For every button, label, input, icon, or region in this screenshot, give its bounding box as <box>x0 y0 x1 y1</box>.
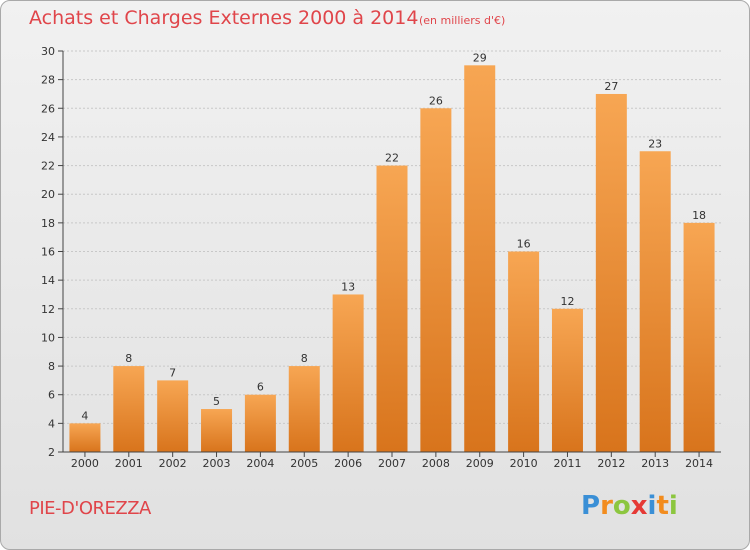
data-label: 22 <box>385 152 399 165</box>
y-tick-label: 24 <box>41 131 55 144</box>
y-tick-label: 14 <box>41 274 55 287</box>
data-label: 5 <box>213 395 220 408</box>
commune-name: PIE-D'OREZZA <box>29 498 151 519</box>
logo-letter: o <box>612 491 631 521</box>
proxiti-logo[interactable]: Proxiti <box>581 491 678 521</box>
y-tick-label: 12 <box>41 303 55 316</box>
logo-letter: x <box>630 491 648 521</box>
x-tick-label: 2012 <box>597 457 625 470</box>
data-label: 8 <box>125 352 132 365</box>
data-label: 26 <box>429 94 443 107</box>
y-tick-label: 28 <box>41 74 55 87</box>
logo-letter: t <box>656 491 669 521</box>
x-tick-label: 2004 <box>246 457 274 470</box>
x-tick-label: 2002 <box>159 457 187 470</box>
data-label: 6 <box>257 381 264 394</box>
data-label: 8 <box>301 352 308 365</box>
data-label: 23 <box>648 137 662 150</box>
bar <box>201 409 233 452</box>
x-tick-label: 2009 <box>466 457 494 470</box>
y-tick-label: 2 <box>48 446 55 459</box>
y-tick-label: 22 <box>41 160 55 173</box>
data-label: 16 <box>517 238 531 251</box>
logo-letter: i <box>647 491 657 521</box>
x-tick-label: 2001 <box>115 457 143 470</box>
bar <box>595 93 627 452</box>
x-tick-label: 2010 <box>510 457 538 470</box>
bar <box>683 222 715 452</box>
bar <box>551 308 583 452</box>
data-label: 27 <box>604 80 618 93</box>
y-tick-label: 6 <box>48 389 55 402</box>
chart-title: Achats et Charges Externes 2000 à 2014 <box>29 7 419 29</box>
y-tick-label: 16 <box>41 246 55 259</box>
y-tick-label: 26 <box>41 102 55 115</box>
y-tick-label: 4 <box>48 417 55 430</box>
x-tick-label: 2014 <box>685 457 713 470</box>
y-tick-label: 10 <box>41 331 55 344</box>
x-tick-label: 2005 <box>290 457 318 470</box>
logo-letter: i <box>668 491 678 521</box>
data-label: 7 <box>169 366 176 379</box>
chart-unit: (en milliers d'€) <box>419 14 506 27</box>
x-tick-label: 2011 <box>553 457 581 470</box>
x-tick-label: 2006 <box>334 457 362 470</box>
bar <box>508 251 540 452</box>
y-tick-label: 18 <box>41 217 55 230</box>
data-label: 12 <box>560 295 574 308</box>
data-label: 13 <box>341 280 355 293</box>
data-label: 18 <box>692 209 706 222</box>
bar <box>420 108 452 453</box>
y-tick-label: 30 <box>41 45 55 58</box>
x-tick-label: 2003 <box>203 457 231 470</box>
y-tick-label: 8 <box>48 360 55 373</box>
x-tick-label: 2007 <box>378 457 406 470</box>
bar <box>332 294 364 452</box>
x-tick-label: 2008 <box>422 457 450 470</box>
bar <box>69 423 101 452</box>
x-tick-label: 2000 <box>71 457 99 470</box>
bar <box>464 65 496 453</box>
logo-letter: r <box>600 491 613 521</box>
bar <box>157 380 189 452</box>
bar <box>639 151 671 452</box>
bar <box>113 366 145 452</box>
x-tick-label: 2013 <box>641 457 669 470</box>
bar <box>288 366 320 452</box>
logo-letter: P <box>581 491 601 521</box>
data-label: 4 <box>81 409 88 422</box>
y-tick-label: 20 <box>41 188 55 201</box>
bar <box>244 394 276 452</box>
data-label: 29 <box>473 51 487 64</box>
bar <box>376 165 408 453</box>
